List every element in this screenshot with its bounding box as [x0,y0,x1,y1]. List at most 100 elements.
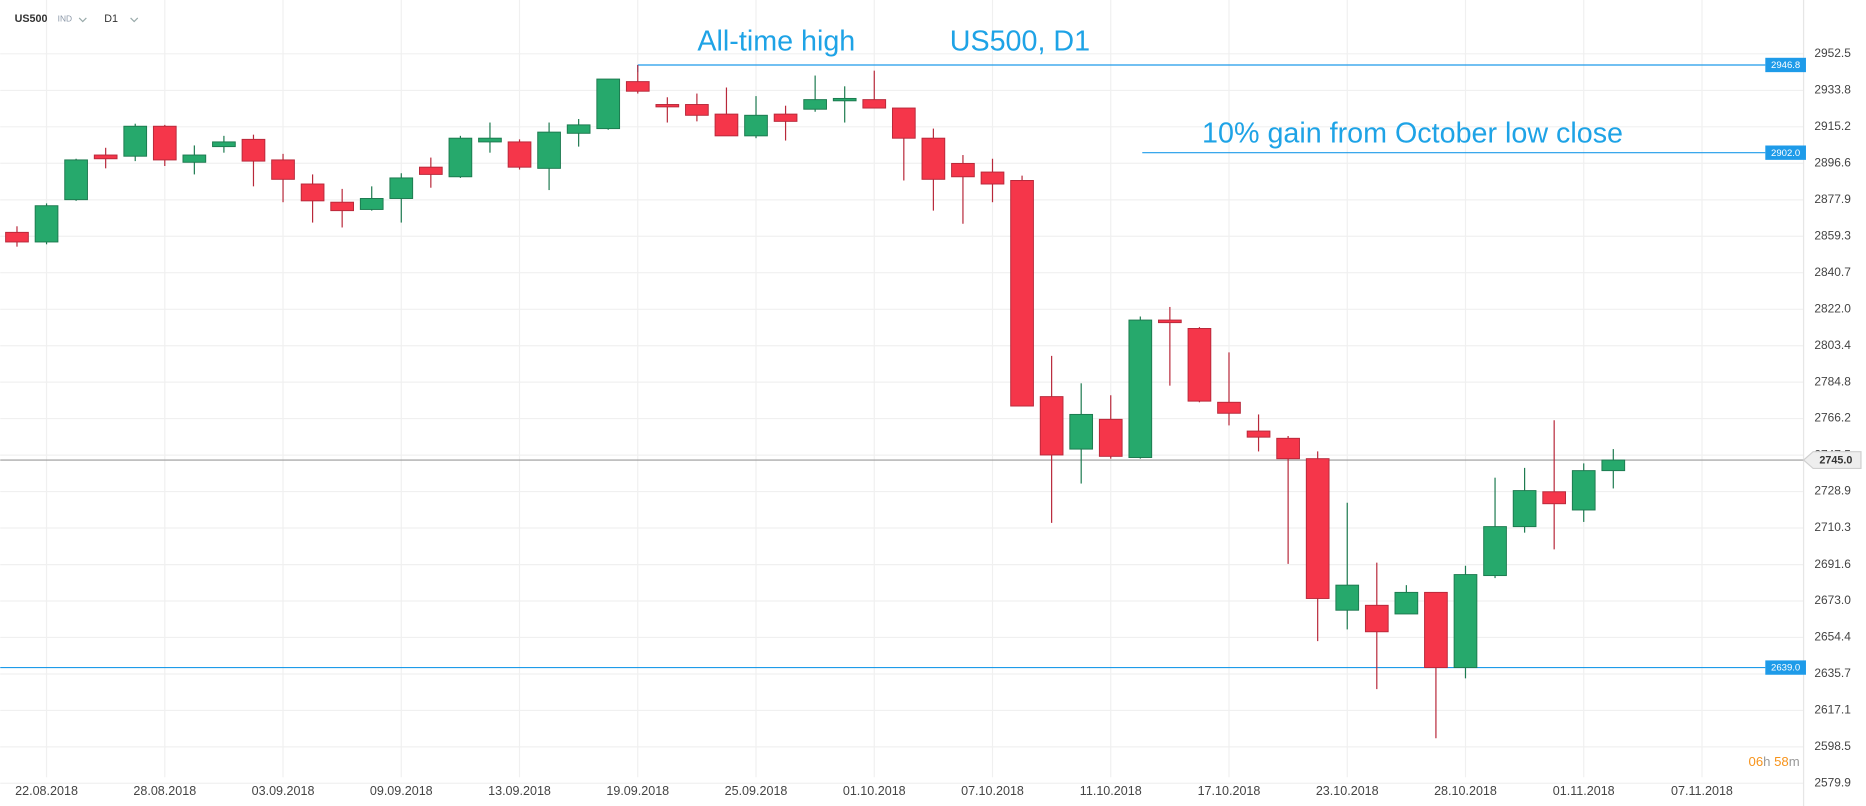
candle-body [1069,413,1094,450]
x-tick-label: 23.10.2018 [1316,784,1379,798]
countdown-hours: 06 [1749,754,1764,769]
candle-body [123,125,148,157]
dropdown-icon[interactable] [78,17,87,23]
candle-body [212,141,236,148]
candle-body [1010,180,1034,407]
y-tick-label: 2896.6 [1814,155,1851,169]
candle-body [803,99,827,110]
x-tick-label: 09.09.2018 [370,784,433,798]
candle-body [478,137,502,143]
candle-body [1276,437,1300,460]
candle-body [596,78,621,130]
y-tick-label: 2673.0 [1814,593,1851,607]
countdown: 06h 58m [1749,754,1800,769]
candle-body [566,124,591,134]
dropdown-icon[interactable] [130,17,139,23]
candle-body [1364,604,1389,633]
y-tick-label: 2859.3 [1814,228,1851,242]
candle-body [64,159,88,201]
candle-body [1601,459,1626,472]
candle-body [921,137,946,180]
y-tick-label: 2952.5 [1814,46,1851,60]
y-tick-label: 2840.7 [1814,265,1851,279]
level-label: 2946.8 [1771,60,1800,71]
candle-body [1217,401,1241,414]
x-tick-label: 19.09.2018 [606,784,669,798]
x-tick-label: 07.11.2018 [1671,784,1733,798]
candle-body [300,183,325,202]
candle-body [1305,458,1330,599]
y-tick-label: 2691.6 [1814,557,1851,571]
candle-body [685,104,709,116]
countdown-h: h [1763,754,1770,769]
countdown-m: m [1789,754,1800,769]
countdown-minutes: 58 [1774,754,1789,769]
candle-body [419,166,443,175]
candle-body [1128,319,1153,458]
candle-body [1571,470,1596,511]
x-tick-label: 03.09.2018 [252,784,315,798]
x-tick-label: 22.08.2018 [15,784,78,798]
candles [5,64,1626,739]
chart-title: US500, D1 [950,26,1090,58]
candle-body [891,107,916,139]
x-tick-label: 28.08.2018 [133,784,196,798]
candle-body [980,171,1005,185]
candle-body [5,231,29,243]
y-tick-label: 2728.9 [1814,484,1851,498]
candle-body [862,99,887,109]
y-tick-label: 2784.8 [1814,374,1851,388]
candle-body [389,177,414,199]
candle-body [773,113,798,122]
level-label-box [1765,57,1806,73]
candle-body [951,162,975,178]
x-tick-label: 11.10.2018 [1080,784,1142,798]
candle-body [537,131,561,169]
level-label: 2639.0 [1771,663,1800,674]
timeframe[interactable]: D1 [104,13,118,25]
market: IND [58,13,72,23]
candle-body [1098,418,1123,457]
y-tick-label: 2579.9 [1814,775,1851,789]
current-price-box [1802,451,1862,470]
candle-body [507,141,532,168]
x-tick-label: 01.11.2018 [1553,784,1615,798]
y-tick-label: 2766.2 [1814,411,1851,425]
candle-body [1542,491,1567,505]
level-label: 2902.0 [1771,148,1800,159]
candle-body [93,154,118,160]
candle-body [359,198,384,210]
x-tick-label: 25.09.2018 [725,784,788,798]
y-tick-label: 2803.4 [1814,338,1851,352]
x-tick-label: 07.10.2018 [961,784,1024,798]
x-tick-label: 13.09.2018 [488,784,551,798]
candle-body [448,137,473,178]
candle-body [1335,584,1360,611]
candle-body [1512,490,1537,528]
candle-body [182,154,207,163]
candle-body [832,97,857,102]
y-tick-label: 2915.2 [1814,119,1851,133]
y-tick-label: 2654.4 [1814,630,1851,644]
candle-body [1187,328,1212,402]
candle-body [714,113,739,137]
annotation: All-time high [697,26,855,58]
y-tick-label: 2877.9 [1814,192,1851,206]
candle-body [330,201,354,212]
candle-body [34,205,59,243]
level-label-box [1765,145,1806,160]
annotation: 10% gain from October low close [1202,118,1623,150]
symbol[interactable]: US500 [15,13,48,25]
x-tick-label: 01.10.2018 [843,784,906,798]
y-tick-label: 2933.8 [1814,83,1851,97]
y-tick-label: 2617.1 [1814,703,1851,717]
candle-body [1483,526,1507,577]
labels: 2952.5 2933.8 2915.2 2896.6 2877.9 2859.3 2840… [15,26,1862,798]
candle-body [1246,430,1271,438]
candle-body [625,81,650,92]
x-tick-label: 17.10.2018 [1198,784,1261,798]
candle-body [1039,396,1064,456]
candle-body [1424,591,1448,669]
